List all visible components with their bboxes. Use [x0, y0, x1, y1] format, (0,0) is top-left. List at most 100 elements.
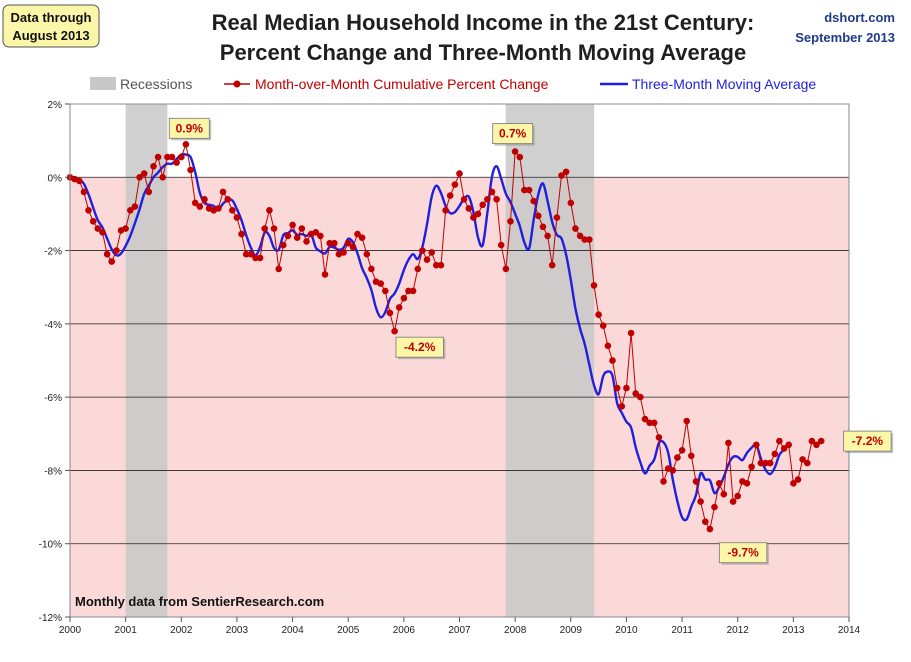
- mom-point-108: [567, 199, 575, 207]
- mom-point-32: [215, 205, 222, 212]
- mom-point-79: [433, 261, 440, 269]
- x-axis: 2000 2001 2002 2003 2004 2005 2006 2007 2008 2009…: [59, 617, 861, 636]
- mom-point-40: [252, 254, 259, 262]
- mom-point-114: [595, 311, 602, 319]
- mom-point-96: [511, 148, 519, 155]
- x-tick-label-2: 2002: [170, 625, 193, 636]
- plot-background-positive: [70, 104, 849, 178]
- mom-point-4: [85, 207, 92, 214]
- mom-point-46: [280, 241, 287, 249]
- mom-point-104: [548, 261, 556, 269]
- plot-background: [70, 104, 849, 617]
- y-tick-label-3: -4%: [44, 320, 62, 331]
- y-tick-label-1: 0%: [48, 173, 63, 184]
- mom-point-137: [702, 518, 709, 525]
- annotation-label-3: -9.7%: [727, 546, 759, 560]
- mom-point-67: [377, 280, 385, 287]
- annotation-1: -4.2%: [395, 336, 446, 360]
- annotation-box-3: [718, 542, 768, 564]
- mom-point-156: [790, 480, 797, 487]
- mom-point-36: [233, 214, 241, 221]
- mom-point-123: [637, 393, 644, 401]
- mom-point-49: [293, 234, 301, 241]
- mom-point-94: [502, 265, 510, 273]
- mom-point-60: [344, 239, 352, 247]
- mom-point-72: [400, 294, 408, 302]
- mom-point-103: [544, 232, 551, 240]
- mom-point-53: [312, 229, 320, 236]
- mom-point-44: [270, 225, 278, 232]
- annotation-label-0: 0.9%: [176, 121, 204, 135]
- annotation-3: -9.7%: [718, 542, 769, 565]
- mom-point-147: [748, 463, 755, 471]
- mom-point-150: [762, 459, 769, 467]
- mom-point-27: [191, 199, 199, 207]
- x-tick-label-4: 2004: [281, 625, 304, 636]
- mom-point-75: [414, 265, 422, 273]
- mom-point-119: [618, 403, 626, 410]
- data-through-line2: August 2013: [12, 28, 89, 43]
- mom-point-50: [298, 225, 306, 232]
- mom-point-81: [442, 207, 449, 214]
- mom-point-152: [771, 450, 779, 458]
- mom-point-45: [275, 265, 283, 273]
- mom-point-143: [729, 498, 737, 505]
- mom-point-157: [794, 476, 802, 483]
- mom-point-70: [391, 327, 398, 335]
- mom-point-120: [623, 384, 630, 392]
- mom-point-99: [525, 186, 533, 194]
- mom-point-61: [349, 243, 357, 251]
- recession-band-1: [505, 104, 595, 617]
- mom-point-22: [168, 153, 176, 161]
- footer-source: Monthly data from SentierResearch.com: [75, 594, 324, 609]
- mom-point-136: [697, 498, 704, 505]
- mom-point-162: [817, 437, 825, 445]
- mom-point-73: [405, 287, 412, 295]
- mom-point-161: [813, 441, 820, 449]
- mom-point-28: [196, 203, 204, 210]
- mom-point-57: [331, 239, 338, 247]
- mom-point-5: [89, 218, 97, 225]
- mom-point-63: [358, 234, 366, 241]
- mom-point-34: [224, 196, 231, 203]
- annotation-box-4: [843, 430, 892, 452]
- annotation-box-0: [168, 117, 210, 139]
- mom-point-113: [590, 282, 598, 289]
- mom-point-15: [136, 174, 143, 181]
- mom-point-54: [317, 232, 324, 240]
- mom-point-90: [484, 196, 491, 203]
- chart-title-line1: Real Median Household Income in the 21st…: [212, 10, 755, 35]
- mom-point-17: [145, 188, 153, 196]
- mom-point-18: [150, 163, 157, 170]
- mom-point-158: [799, 456, 806, 463]
- y-tick-label-2: -2%: [44, 247, 62, 258]
- mom-point-100: [530, 197, 537, 205]
- mom-point-151: [766, 459, 774, 467]
- mom-point-155: [785, 441, 792, 449]
- mom-point-110: [576, 232, 584, 240]
- legend: Recessions Month-over-Month Cumulative P…: [90, 76, 816, 92]
- mom-point-112: [586, 236, 593, 243]
- mom-point-144: [734, 492, 741, 500]
- mom-point-19: [154, 153, 162, 161]
- mom-point-121: [627, 329, 635, 337]
- annotation-box-1: [395, 336, 444, 358]
- legend-mom-marker: [233, 80, 241, 88]
- y-tick-label-6: -10%: [39, 540, 62, 551]
- mom-point-141: [720, 490, 728, 498]
- mom-point-8: [103, 250, 111, 258]
- mom-point-148: [753, 441, 760, 449]
- ma-line: [78, 152, 790, 522]
- mom-point-128: [660, 478, 667, 485]
- x-tick-label-10: 2010: [615, 625, 638, 636]
- x-tick-label-14: 2014: [838, 625, 861, 636]
- mom-point-86: [465, 205, 473, 212]
- mom-point-134: [688, 452, 695, 460]
- mom-point-139: [711, 503, 718, 511]
- source-site: dshort.com: [824, 10, 895, 25]
- annotations: 0.9% -4.2% 0.7% -9.7% -7.2%: [168, 117, 894, 565]
- mom-point-10: [113, 247, 120, 254]
- x-tick-label-3: 2003: [226, 625, 249, 636]
- x-tick-label-12: 2012: [727, 625, 750, 636]
